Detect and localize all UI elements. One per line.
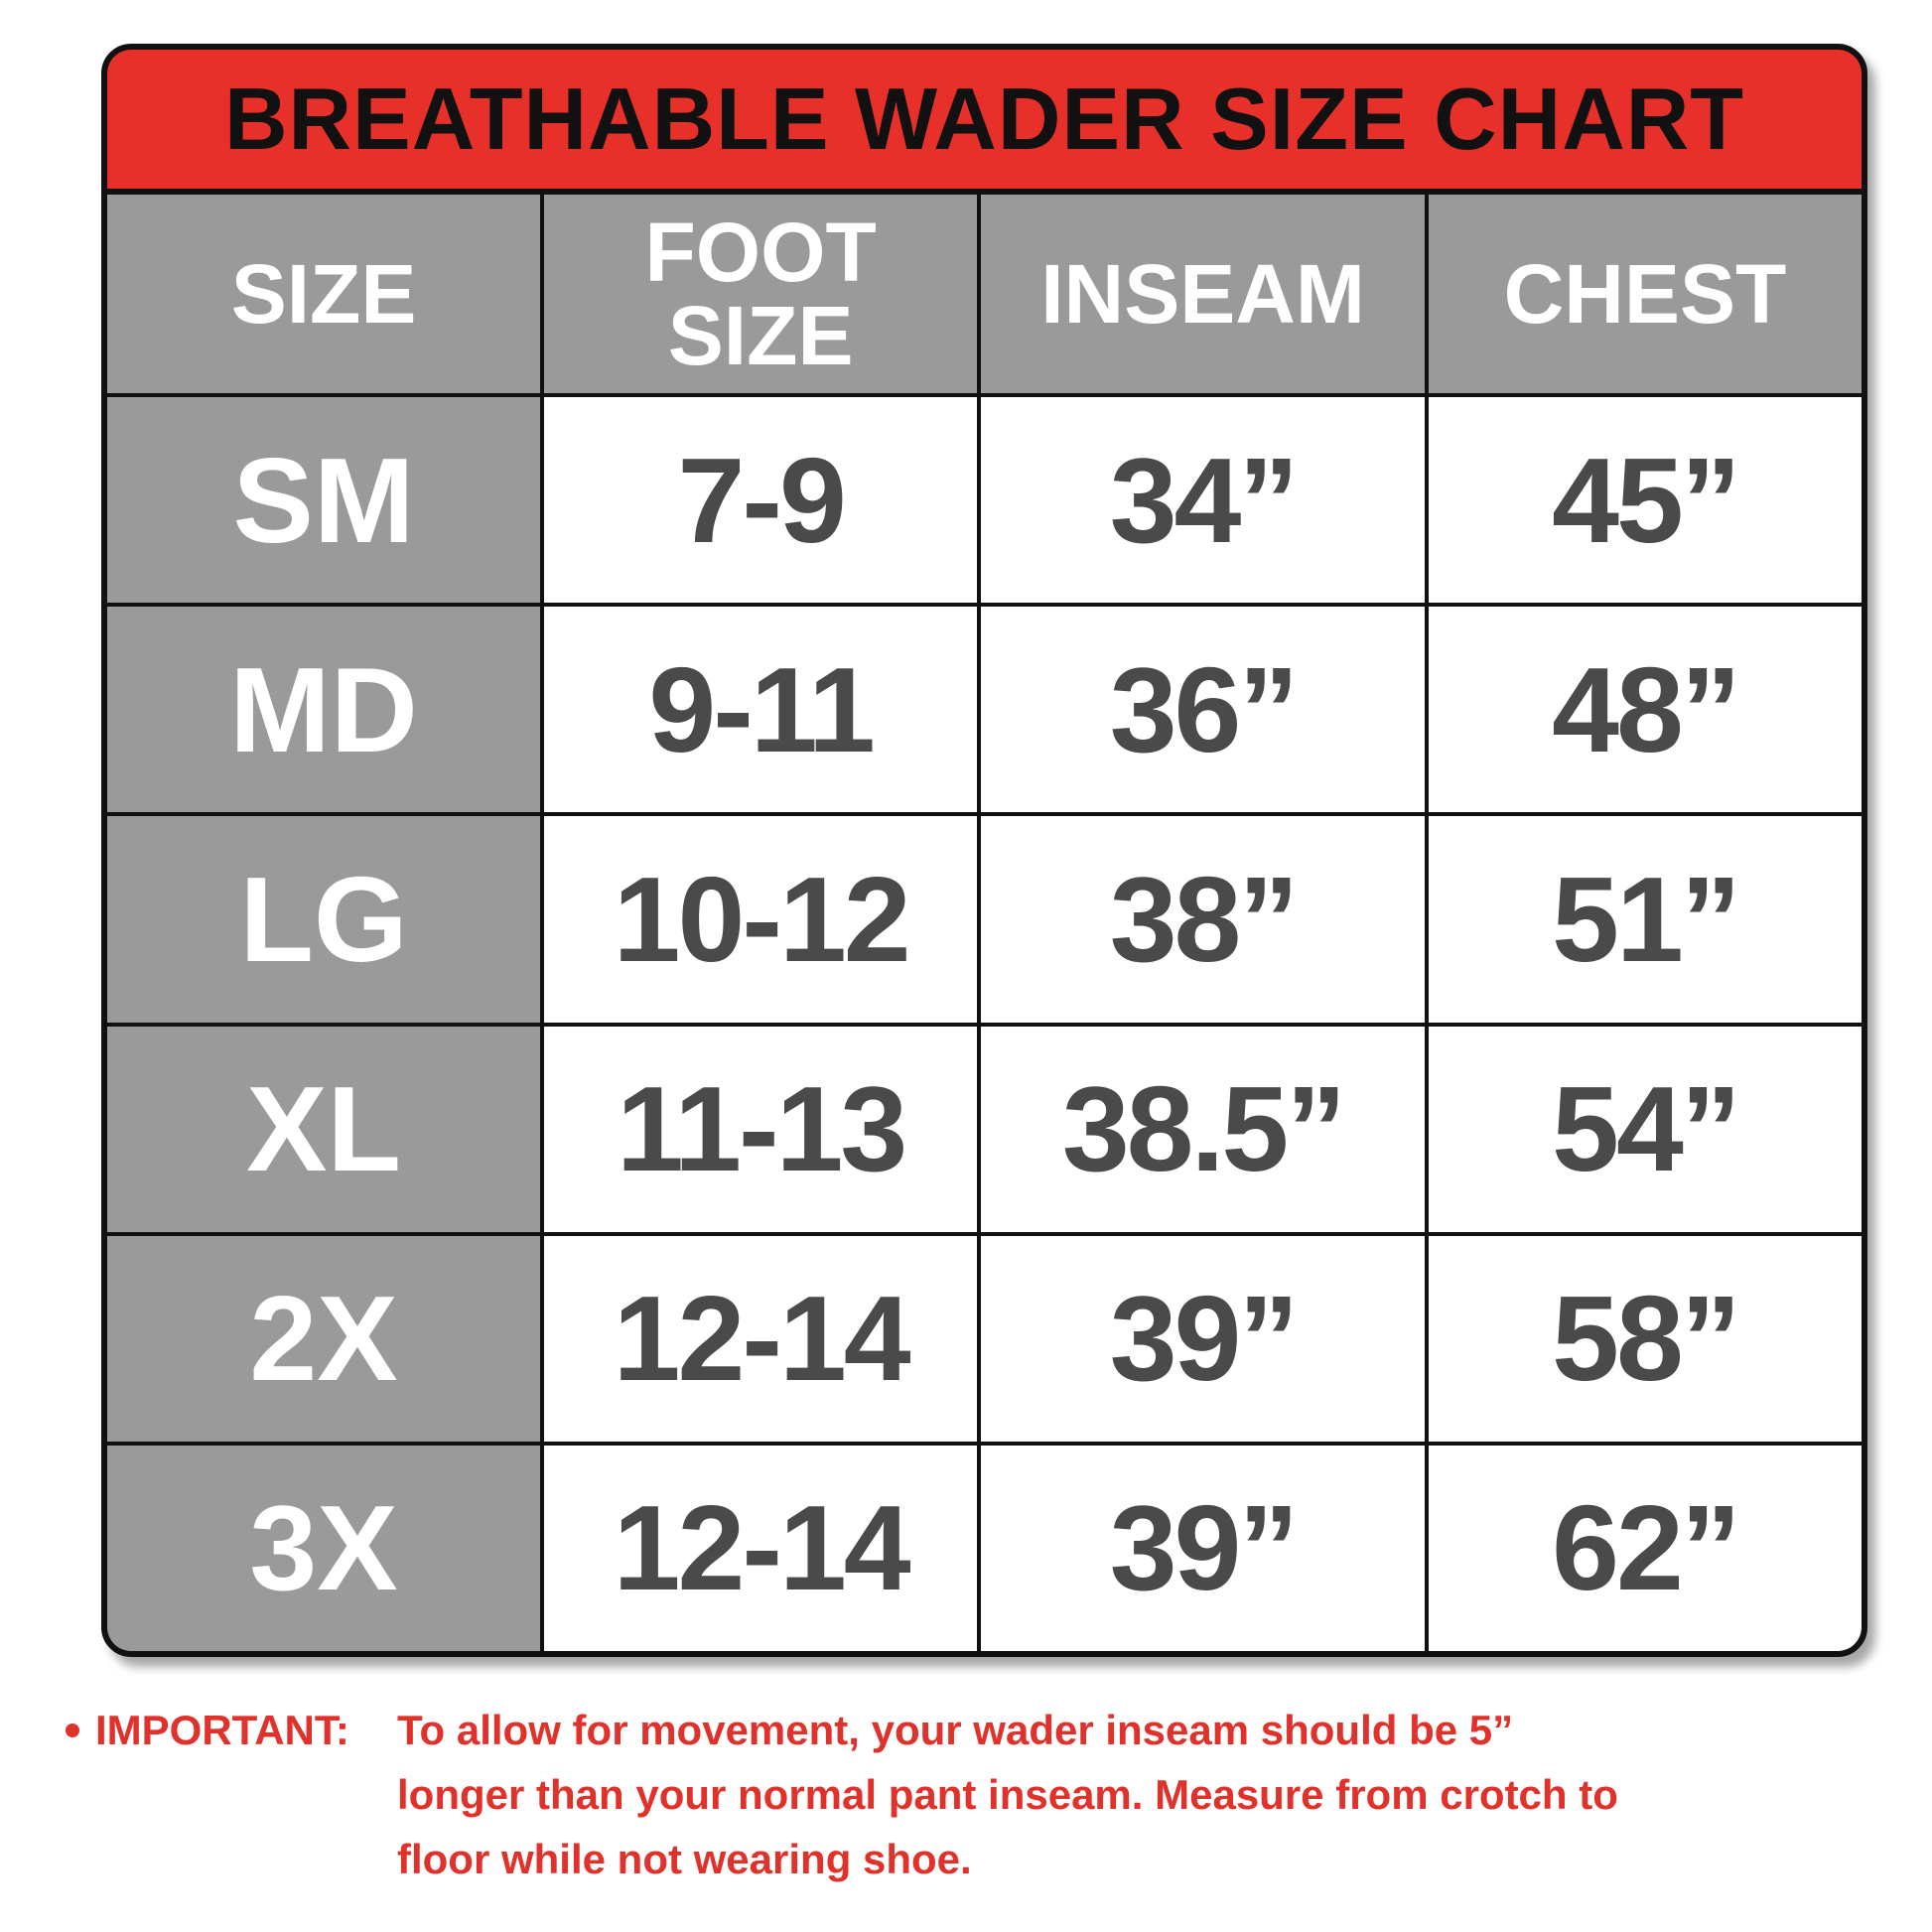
bullet	[66, 1724, 79, 1737]
table-cell: 62”	[1428, 1445, 1862, 1651]
column-header: CHEST	[1428, 195, 1862, 393]
table-cell: 7-9	[544, 397, 978, 604]
size-label: MD	[107, 607, 541, 813]
table-cell: 51”	[1428, 816, 1862, 1023]
table-cell: 38.5”	[981, 1026, 1425, 1232]
table-cell: 38”	[981, 816, 1425, 1023]
table-cell: 36”	[981, 607, 1425, 813]
size-chart: BREATHABLE WADER SIZE CHART SIZE FOOT SIZ…	[101, 44, 1867, 1657]
note-text: To allow for movement, your wader inseam…	[397, 1698, 1618, 1891]
table-cell: 9-11	[544, 607, 978, 813]
table-cell: 12-14	[544, 1235, 978, 1442]
table-cell: 39”	[981, 1235, 1425, 1442]
column-header: SIZE	[107, 195, 541, 393]
table-cell: 54”	[1428, 1026, 1862, 1232]
table-cell: 12-14	[544, 1445, 978, 1651]
size-label: 3X	[107, 1445, 541, 1651]
size-label: LG	[107, 816, 541, 1023]
table-cell: 10-12	[544, 816, 978, 1023]
note-label: IMPORTANT:	[95, 1707, 349, 1753]
column-header: FOOT SIZE	[544, 195, 978, 393]
table-cell: 39”	[981, 1445, 1425, 1651]
table-cell: 48”	[1428, 607, 1862, 813]
size-label: 2X	[107, 1235, 541, 1442]
note-line: floor while not wearing shoe.	[397, 1836, 972, 1882]
column-header: INSEAM	[981, 195, 1425, 393]
chart-title: BREATHABLE WADER SIZE CHART	[107, 50, 1862, 195]
table-cell: 34”	[981, 397, 1425, 604]
note-line: To allow for movement, your wader inseam…	[397, 1707, 1514, 1753]
size-label: XL	[107, 1026, 541, 1232]
table-cell: 58”	[1428, 1235, 1862, 1442]
table-cell: 45”	[1428, 397, 1862, 604]
note-line: longer than your normal pant inseam. Mea…	[397, 1771, 1618, 1818]
size-label: SM	[107, 397, 541, 604]
size-table: SIZE FOOT SIZE INSEAM CHEST SM 7-9 34” 45” MD 9-1…	[107, 195, 1862, 1651]
table-cell: 11-13	[544, 1026, 978, 1232]
